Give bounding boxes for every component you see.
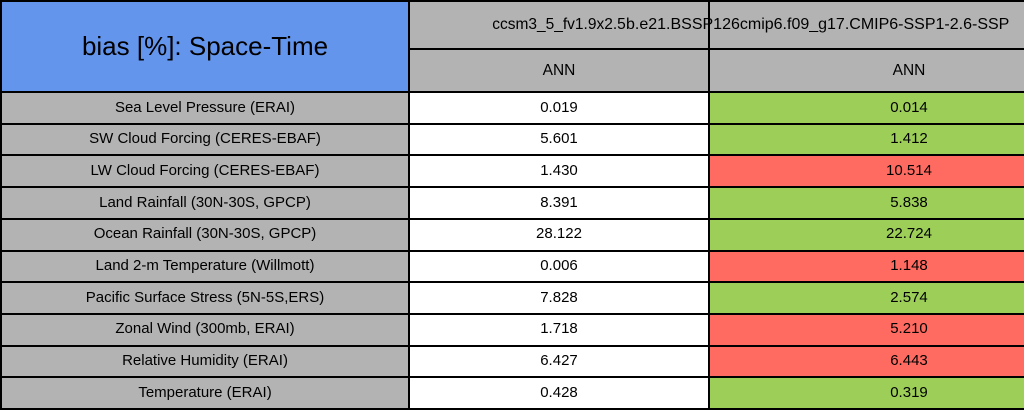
value-cell: 1.412 [710, 124, 1024, 155]
row-label: Pacific Surface Stress (5N-5S,ERS) [2, 283, 408, 313]
value-cell: 0.019 [410, 93, 708, 123]
row-label: Land Rainfall (30N-30S, GPCP) [2, 188, 408, 218]
value-cell: 1.148 [710, 251, 1024, 282]
value-cell: 1.430 [410, 156, 708, 187]
row-label: Relative Humidity (ERAI) [2, 346, 408, 377]
season-header-2: ANN [710, 50, 1024, 91]
value-cell: 7.828 [410, 283, 708, 313]
value-cell: 5.838 [710, 188, 1024, 218]
row-label: Zonal Wind (300mb, ERAI) [2, 314, 408, 345]
column-header-model-2: b.e21.BSSP126cmip6.f09_g17.CMIP6-SSP1-2.… [626, 2, 1024, 48]
value-cell: 5.210 [710, 314, 1024, 345]
row-label: Land 2-m Temperature (Willmott) [2, 251, 408, 282]
value-cell: 8.391 [410, 188, 708, 218]
row-label: Ocean Rainfall (30N-30S, GPCP) [2, 219, 408, 250]
value-cell: 2.574 [710, 283, 1024, 313]
model-1-label: ccsm3_5_fv1.9x2.5 [492, 16, 626, 34]
value-cell: 6.427 [410, 346, 708, 377]
value-cell: 0.006 [410, 251, 708, 282]
value-cell: 0.014 [710, 93, 1024, 123]
value-cell: 5.601 [410, 124, 708, 155]
value-cell: 28.122 [410, 219, 708, 250]
value-cell: 0.319 [710, 378, 1024, 408]
value-cell: 0.428 [410, 378, 708, 408]
season-header-1: ANN [410, 50, 708, 91]
column-header-model-1: ccsm3_5_fv1.9x2.5 [410, 2, 708, 48]
row-label: Sea Level Pressure (ERAI) [2, 93, 408, 123]
row-label: LW Cloud Forcing (CERES-EBAF) [2, 156, 408, 187]
row-label: SW Cloud Forcing (CERES-EBAF) [2, 124, 408, 155]
value-cell: 6.443 [710, 346, 1024, 377]
model-2-label: b.e21.BSSP126cmip6.f09_g17.CMIP6-SSP1-2.… [626, 16, 1010, 34]
value-cell: 1.718 [410, 314, 708, 345]
page-title: bias [%]: Space-Time [2, 2, 408, 91]
value-cell: 10.514 [710, 156, 1024, 187]
row-label: Temperature (ERAI) [2, 378, 408, 408]
value-cell: 22.724 [710, 219, 1024, 250]
